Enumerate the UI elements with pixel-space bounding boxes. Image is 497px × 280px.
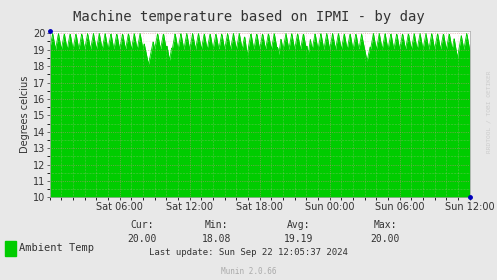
Text: Last update: Sun Sep 22 12:05:37 2024: Last update: Sun Sep 22 12:05:37 2024 xyxy=(149,248,348,257)
Text: Cur:: Cur: xyxy=(130,220,154,230)
Text: Ambient Temp: Ambient Temp xyxy=(19,243,94,253)
Text: Avg:: Avg: xyxy=(286,220,310,230)
Text: 20.00: 20.00 xyxy=(127,234,157,244)
Text: Min:: Min: xyxy=(204,220,228,230)
Text: Machine temperature based on IPMI - by day: Machine temperature based on IPMI - by d… xyxy=(73,10,424,24)
Text: RRDTOOL / TOBI OETIKER: RRDTOOL / TOBI OETIKER xyxy=(486,71,491,153)
Text: 18.08: 18.08 xyxy=(201,234,231,244)
Text: Max:: Max: xyxy=(373,220,397,230)
Text: Munin 2.0.66: Munin 2.0.66 xyxy=(221,267,276,276)
Y-axis label: Degrees celcius: Degrees celcius xyxy=(20,75,30,153)
Text: 20.00: 20.00 xyxy=(370,234,400,244)
Text: 19.19: 19.19 xyxy=(283,234,313,244)
